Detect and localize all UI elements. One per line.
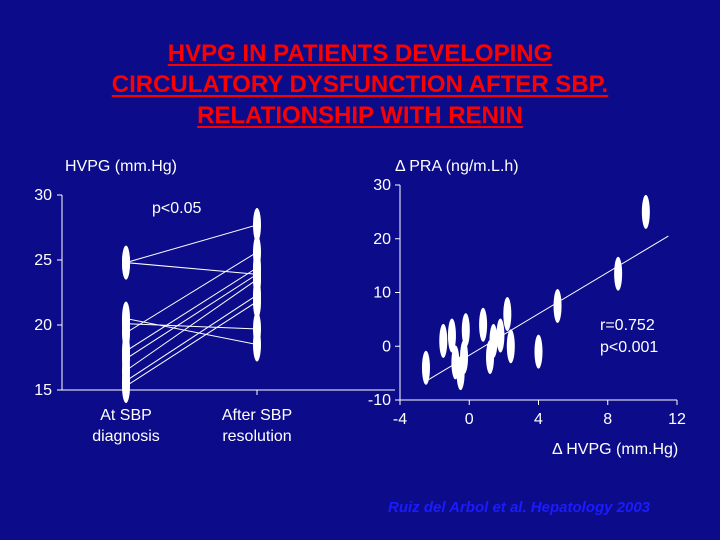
right-x-tick-label: 4 <box>534 411 543 428</box>
paired-line <box>125 224 258 264</box>
left-y-tick-label: 15 <box>34 382 52 399</box>
baseline-point <box>122 369 130 404</box>
left-y-tick-label: 30 <box>34 187 52 204</box>
title-line-1: HVPG IN PATIENTS DEVELOPING <box>167 40 553 67</box>
citation: Ruiz del Arbol et al. Hepatology 2003 <box>388 499 651 516</box>
left-y-tick-label: 20 <box>34 317 52 334</box>
scatter-point <box>421 350 430 385</box>
slide-title: HVPG IN PATIENTS DEVELOPING CIRCULATORY … <box>0 38 720 131</box>
scatter-point <box>503 297 512 331</box>
scatter-point <box>461 313 470 348</box>
scatter-point <box>496 318 505 353</box>
scatter-point <box>641 194 650 229</box>
right-y-tick-label: -10 <box>368 392 391 409</box>
paired-line <box>125 251 258 334</box>
left-x-category-label: After SBP resolution <box>222 407 292 445</box>
left-chart-annotation: p<0.05 <box>152 200 202 217</box>
right-x-tick-label: 0 <box>465 411 474 428</box>
paired-line <box>125 267 258 352</box>
scatter-point <box>489 323 498 358</box>
paired-line <box>125 294 258 382</box>
resolution-point <box>253 284 261 319</box>
right-y-tick-label: 20 <box>373 231 391 248</box>
scatter-point <box>553 288 562 323</box>
right-x-tick-label: -4 <box>393 411 407 428</box>
resolution-point <box>253 311 261 346</box>
right-chart-annotation-r: r=0.752 <box>600 317 655 334</box>
right-chart-xlabel: Δ HVPG (mm.Hg) <box>552 441 679 458</box>
scatter-point <box>614 256 623 291</box>
paired-line <box>125 323 258 330</box>
scatter-point <box>479 307 488 342</box>
right-chart-ylabel: Δ PRA (ng/m.L.h) <box>395 158 519 175</box>
right-chart: -10 0 10 20 30 -4 0 4 8 12 <box>368 177 686 428</box>
left-y-tick-label: 25 <box>34 252 52 269</box>
paired-line <box>125 279 258 371</box>
right-x-tick-label: 12 <box>668 411 686 428</box>
title-line-3: RELATIONSHIP WITH RENIN <box>197 102 523 129</box>
right-y-tick-label: 0 <box>382 338 391 355</box>
title-line-2: CIRCULATORY DYSFUNCTION AFTER SBP. <box>111 71 609 98</box>
right-y-tick-label: 10 <box>373 285 391 302</box>
scatter-point <box>447 318 456 353</box>
scatter-point <box>439 323 448 358</box>
resolution-point <box>253 207 261 242</box>
baseline-point <box>122 245 130 280</box>
right-x-tick-label: 8 <box>603 411 612 428</box>
scatter-point <box>460 340 469 374</box>
paired-line <box>125 262 258 275</box>
paired-line <box>125 273 258 360</box>
scatter-point <box>534 334 543 369</box>
scatter-point <box>506 329 515 364</box>
right-chart-annotation-p: p<0.001 <box>600 339 659 356</box>
left-chart: 15 20 25 30 At SBP diagnosis After SBP resoluti… <box>34 187 395 445</box>
paired-line <box>125 301 258 387</box>
left-x-category-label: At SBP diagnosis <box>92 407 160 445</box>
right-y-tick-label: 30 <box>373 177 391 194</box>
left-chart-ylabel: HVPG (mm.Hg) <box>65 158 177 175</box>
paired-line <box>125 318 258 345</box>
